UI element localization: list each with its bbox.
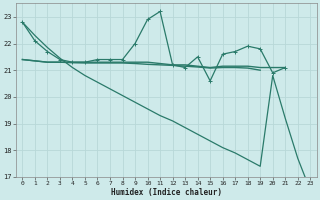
X-axis label: Humidex (Indice chaleur): Humidex (Indice chaleur) [111,188,222,197]
